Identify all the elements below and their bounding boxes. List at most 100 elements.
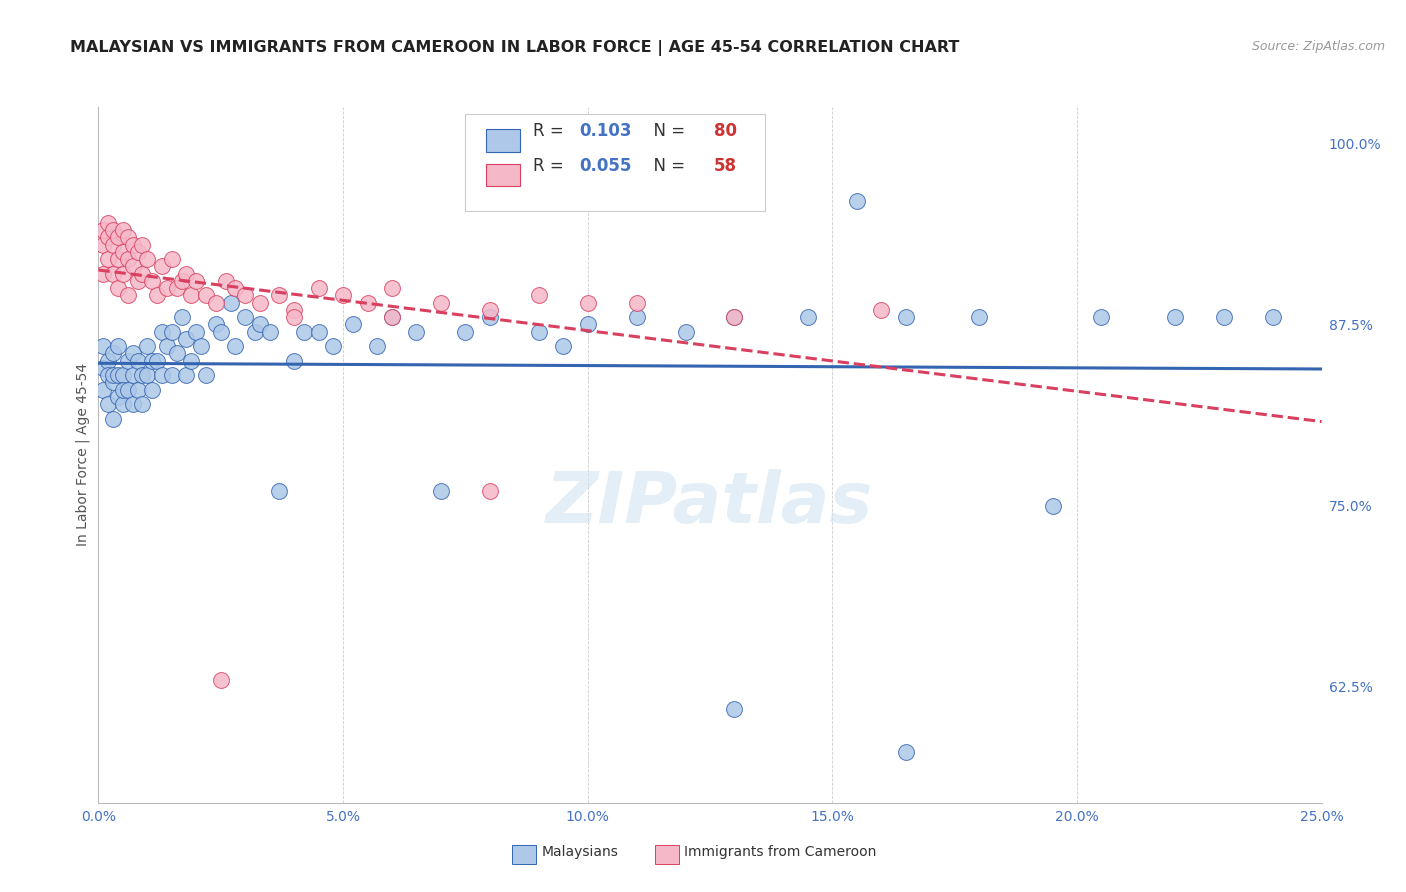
Point [308, 325, 330, 339]
Point [111, 397, 134, 411]
Point [176, 267, 198, 281]
Point [107, 390, 129, 404]
FancyBboxPatch shape [655, 845, 679, 864]
Point [478, 310, 501, 325]
Point [146, 288, 169, 302]
Point [967, 310, 990, 325]
Point [381, 281, 404, 295]
Text: N =: N = [643, 122, 690, 140]
Point [527, 325, 550, 339]
FancyBboxPatch shape [465, 114, 765, 211]
Point [430, 295, 453, 310]
Point [675, 325, 697, 339]
Point [146, 353, 169, 368]
Point [101, 267, 124, 281]
Point [1042, 499, 1064, 513]
Point [150, 260, 173, 274]
Point [478, 484, 501, 499]
Text: R =: R = [533, 157, 568, 175]
Point [366, 339, 388, 353]
Point [381, 310, 404, 325]
Point [131, 237, 153, 252]
Point [527, 288, 550, 302]
Point [117, 353, 139, 368]
Point [121, 346, 143, 360]
Point [91, 267, 114, 281]
Text: ZIPatlas: ZIPatlas [547, 469, 873, 538]
Text: 0.103: 0.103 [579, 122, 631, 140]
Point [322, 339, 344, 353]
Point [101, 223, 124, 237]
Point [107, 252, 129, 267]
Point [156, 281, 179, 295]
Point [430, 484, 453, 499]
Point [101, 368, 124, 383]
Point [249, 318, 271, 332]
Point [136, 252, 159, 267]
Text: Malaysians: Malaysians [541, 846, 619, 859]
Point [117, 288, 139, 302]
Point [870, 302, 893, 317]
Point [283, 302, 305, 317]
Point [176, 332, 198, 346]
Point [233, 310, 256, 325]
Point [180, 288, 202, 302]
Point [723, 701, 745, 715]
Point [131, 267, 153, 281]
Point [233, 288, 256, 302]
Point [121, 397, 143, 411]
Point [195, 288, 218, 302]
Point [150, 325, 173, 339]
Point [111, 223, 134, 237]
Point [553, 339, 575, 353]
Point [127, 244, 149, 259]
Point [224, 281, 246, 295]
Point [160, 368, 183, 383]
Point [101, 237, 124, 252]
Text: 80: 80 [714, 122, 737, 140]
Point [141, 274, 163, 288]
Point [121, 368, 143, 383]
Point [356, 295, 378, 310]
Text: MALAYSIAN VS IMMIGRANTS FROM CAMEROON IN LABOR FORCE | AGE 45-54 CORRELATION CHA: MALAYSIAN VS IMMIGRANTS FROM CAMEROON IN… [70, 40, 960, 56]
Point [101, 346, 124, 360]
Point [176, 368, 198, 383]
Point [381, 310, 404, 325]
Point [209, 325, 232, 339]
Point [160, 325, 183, 339]
Text: Source: ZipAtlas.com: Source: ZipAtlas.com [1251, 40, 1385, 54]
Point [283, 310, 305, 325]
Point [195, 368, 218, 383]
Point [723, 310, 745, 325]
Point [117, 230, 139, 244]
Point [186, 274, 208, 288]
FancyBboxPatch shape [486, 164, 520, 186]
Point [845, 194, 868, 209]
Point [91, 339, 114, 353]
Point [101, 411, 124, 425]
Point [131, 397, 153, 411]
Y-axis label: In Labor Force | Age 45-54: In Labor Force | Age 45-54 [76, 363, 90, 547]
Text: Immigrants from Cameroon: Immigrants from Cameroon [685, 846, 877, 859]
Point [97, 216, 120, 230]
Point [180, 353, 202, 368]
Point [283, 353, 305, 368]
Point [117, 252, 139, 267]
Text: N =: N = [643, 157, 690, 175]
Point [111, 267, 134, 281]
Point [723, 310, 745, 325]
Point [141, 383, 163, 397]
Point [121, 237, 143, 252]
Point [141, 353, 163, 368]
Point [454, 325, 477, 339]
Text: 58: 58 [714, 157, 737, 175]
Point [131, 368, 153, 383]
Point [97, 397, 120, 411]
Point [269, 484, 291, 499]
Text: 0.055: 0.055 [579, 157, 631, 175]
Point [626, 295, 648, 310]
Point [249, 295, 271, 310]
Point [186, 325, 208, 339]
Point [894, 310, 917, 325]
Point [127, 383, 149, 397]
